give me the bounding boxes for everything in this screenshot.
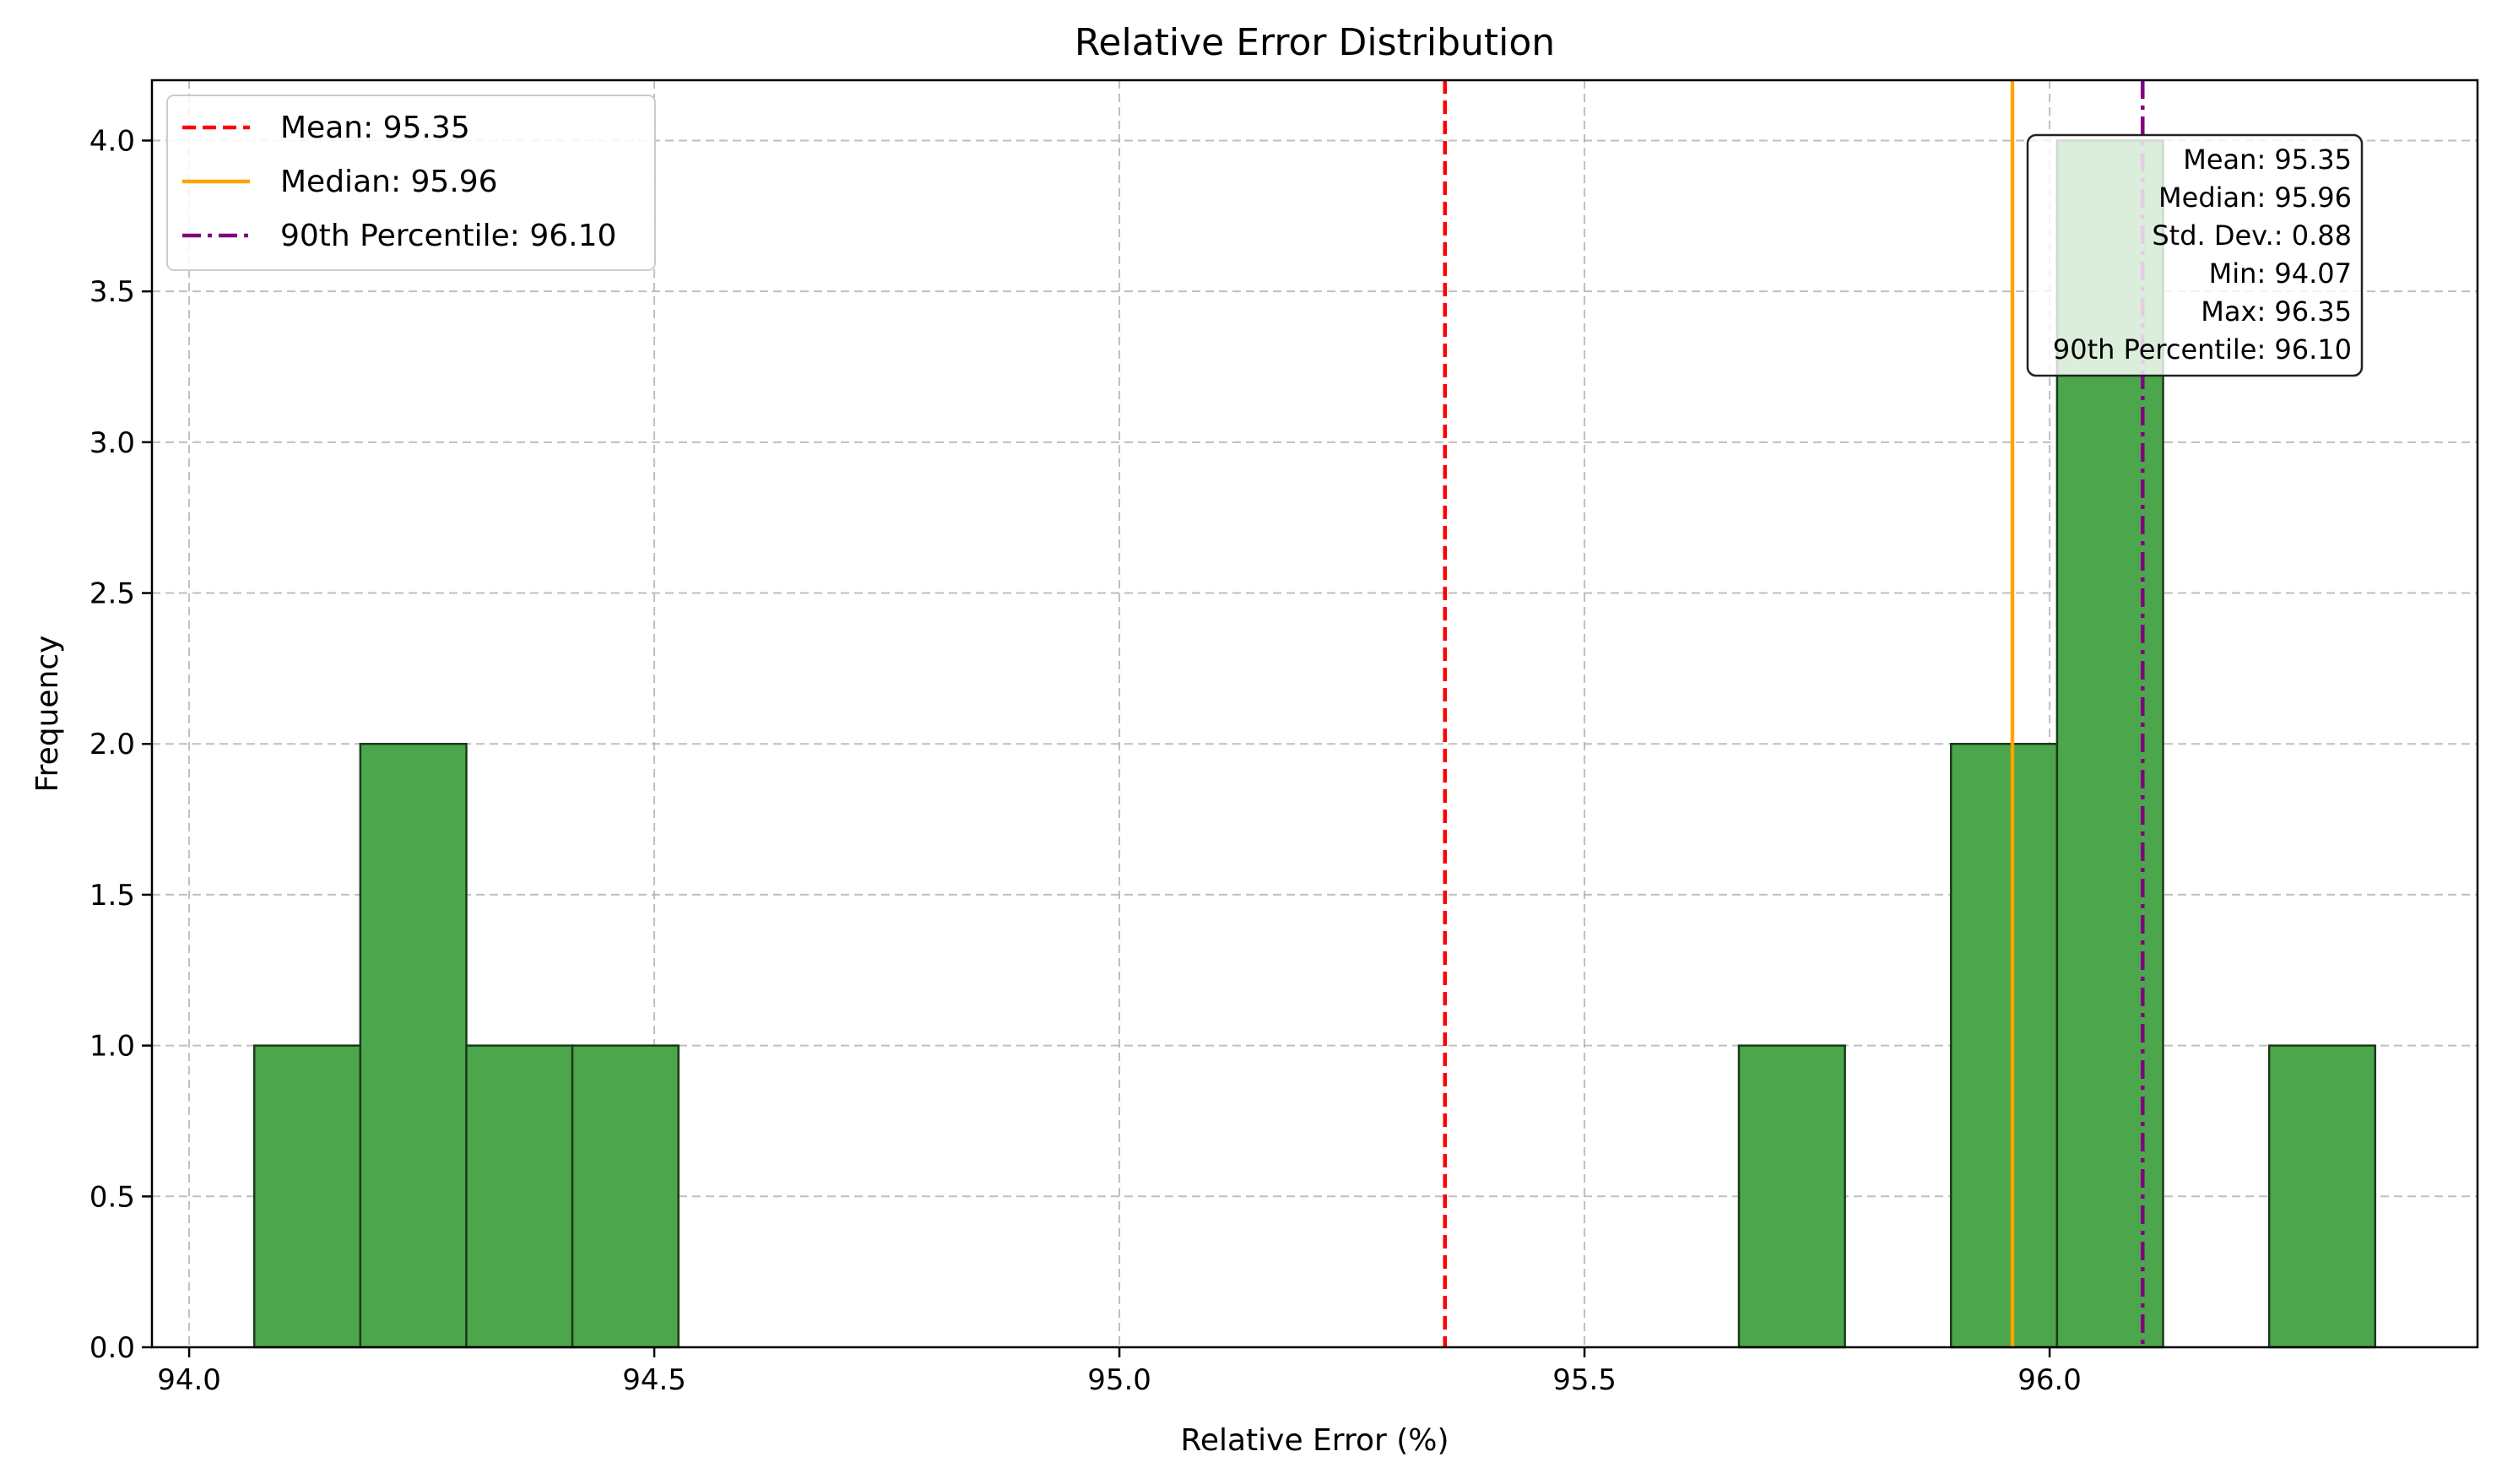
histogram-bar bbox=[465, 1044, 574, 1349]
mean-legend-label: Mean: 95.35 bbox=[280, 111, 470, 145]
stats-box: Mean: 95.35 Median: 95.96 Std. Dev.: 0.88 M… bbox=[2026, 133, 2364, 377]
histogram-bar bbox=[359, 742, 468, 1349]
stats-line: Median: 95.96 bbox=[2158, 181, 2352, 214]
stats-line: Std. Dev.: 0.88 bbox=[2152, 219, 2352, 252]
x-tick-label: 94.0 bbox=[157, 1363, 221, 1397]
histogram-bar bbox=[2267, 1044, 2377, 1349]
y-tick-label: 4.0 bbox=[89, 124, 135, 158]
y-tick-label: 2.5 bbox=[89, 577, 135, 611]
stats-line: 90th Percentile: 96.10 bbox=[2053, 333, 2352, 366]
y-tick-label: 1.5 bbox=[89, 879, 135, 913]
x-tick-label: 95.5 bbox=[1552, 1363, 1617, 1397]
x-axis-label: Relative Error (%) bbox=[1180, 1423, 1449, 1458]
histogram-bar bbox=[252, 1044, 362, 1349]
reference-lines bbox=[1443, 80, 2145, 1347]
x-tick-label: 95.0 bbox=[1087, 1363, 1151, 1397]
histogram-bars bbox=[252, 139, 2377, 1349]
x-tick-label: 96.0 bbox=[2017, 1363, 2082, 1397]
y-tick-label: 0.5 bbox=[89, 1180, 135, 1214]
stats-line: Max: 96.35 bbox=[2201, 295, 2352, 328]
y-tick-label: 0.0 bbox=[89, 1331, 135, 1365]
legend: Mean: 95.35 Median: 95.96 90th Percentile:… bbox=[166, 95, 656, 271]
stats-box-frame bbox=[2026, 133, 2364, 377]
p90-legend-label: 90th Percentile: 96.10 bbox=[280, 219, 616, 253]
y-tick-label: 3.0 bbox=[89, 426, 135, 460]
axes: 94.0 94.5 95.0 95.5 96.0 0.0 0.5 1.0 1.5 2.0 2.5 3.… bbox=[89, 79, 2479, 1397]
legend-box bbox=[166, 95, 656, 271]
y-tick-label: 3.5 bbox=[89, 275, 135, 309]
y-tick-label: 1.0 bbox=[89, 1030, 135, 1064]
histogram-bar bbox=[571, 1044, 680, 1349]
chart-title: Relative Error Distribution bbox=[1075, 21, 1555, 64]
histogram-bar bbox=[1737, 1044, 1846, 1349]
histogram-bar bbox=[1950, 742, 2059, 1349]
plot-frame bbox=[150, 79, 2479, 1349]
y-tick-label: 2.0 bbox=[89, 728, 135, 761]
median-legend-label: Median: 95.96 bbox=[280, 165, 498, 199]
stats-line: Mean: 95.35 bbox=[2183, 144, 2352, 176]
x-tick-label: 94.5 bbox=[622, 1363, 686, 1397]
stats-line: Min: 94.07 bbox=[2209, 257, 2352, 290]
y-axis-label: Frequency bbox=[30, 636, 65, 793]
